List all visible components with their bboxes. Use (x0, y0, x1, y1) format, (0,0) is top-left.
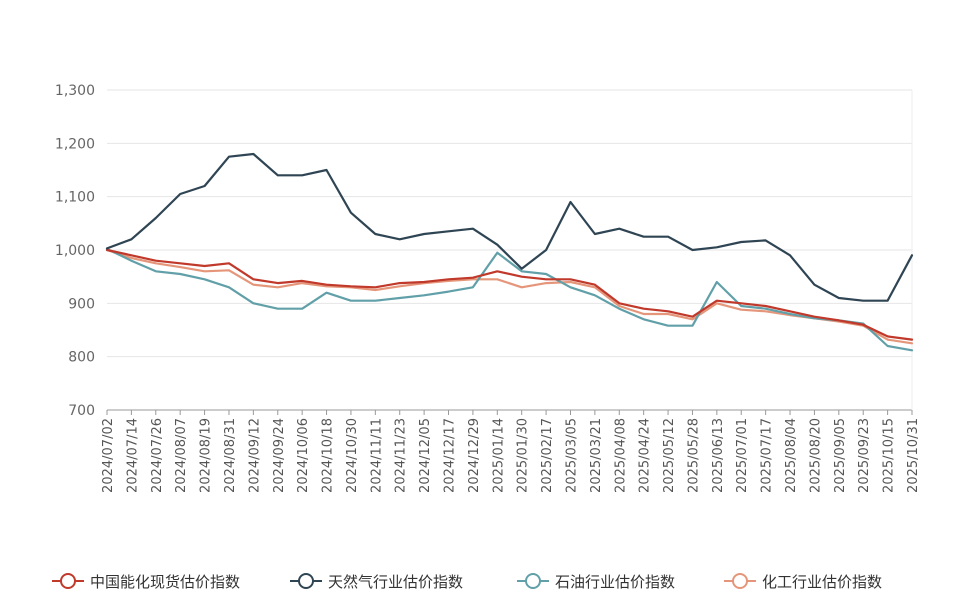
x-tick-label: 2025/08/04 (784, 418, 799, 493)
series-line-0 (105, 248, 914, 341)
x-tick-label: 2024/08/31 (223, 418, 238, 493)
x-tick-label: 2025/03/05 (564, 418, 579, 493)
x-tick-label: 2025/01/30 (516, 418, 531, 493)
y-tick-label: 1,300 (55, 83, 95, 99)
x-tick-label: 2024/11/23 (394, 418, 409, 493)
x-tick-label: 2024/10/06 (296, 418, 311, 493)
x-tick-label: 2025/10/31 (906, 418, 921, 493)
series-line-3 (105, 248, 914, 345)
y-tick-label: 900 (68, 296, 95, 312)
legend-marker-icon (60, 573, 76, 589)
legend-label: 化工行业估价指数 (762, 573, 882, 591)
x-tick-label: 2025/03/21 (589, 418, 604, 493)
x-tick-label: 2024/07/26 (150, 418, 165, 493)
x-tick-label: 2025/09/23 (857, 418, 872, 493)
series-lines (105, 152, 914, 352)
legend-label: 中国能化现货估价指数 (90, 573, 240, 591)
axes: 700 800 900 1,000 1,100 1,200 1,300 2024/07/02 2… (55, 83, 921, 493)
y-tick-label: 700 (68, 403, 95, 419)
x-tick-label: 2024/12/29 (467, 418, 482, 493)
legend-item-1[interactable]: 天然气行业估价指数 (290, 573, 463, 591)
legend-label: 石油行业估价指数 (555, 573, 675, 591)
x-tick-label: 2024/07/02 (101, 418, 116, 493)
series-line-2 (105, 247, 914, 352)
x-tick-label: 2025/01/14 (491, 418, 506, 493)
x-tick-label: 2024/09/12 (247, 418, 262, 493)
x-tick-label: 2025/06/13 (711, 418, 726, 493)
y-tick-label: 1,200 (55, 136, 95, 152)
x-tick-label: 2024/12/17 (443, 418, 458, 493)
x-tick-label: 2025/02/17 (540, 418, 555, 493)
legend-item-2[interactable]: 石油行业估价指数 (517, 573, 675, 591)
legend[interactable]: 中国能化现货估价指数 天然气行业估价指数 石油行业估价指数 化工行业估价指数 (52, 573, 882, 591)
legend-marker-icon (525, 573, 541, 589)
x-tick-label: 2024/12/05 (418, 418, 433, 493)
x-tick-label: 2025/08/20 (808, 418, 823, 493)
legend-item-0[interactable]: 中国能化现货估价指数 (52, 573, 240, 591)
x-tick-label: 2025/05/12 (662, 418, 677, 493)
y-tick-label: 1,000 (55, 243, 95, 259)
x-tick-label: 2025/04/24 (638, 418, 653, 493)
legend-label: 天然气行业估价指数 (328, 573, 463, 591)
series-line-1 (105, 152, 914, 302)
x-tick-label: 2024/10/30 (345, 418, 360, 493)
legend-marker-icon (732, 573, 748, 589)
legend-marker-icon (298, 573, 314, 589)
x-tick-label: 2025/04/08 (613, 418, 628, 493)
x-tick-label: 2025/09/05 (833, 418, 848, 493)
grid-lines (107, 89, 913, 411)
x-tick-label: 2024/08/07 (174, 418, 189, 493)
x-tick-label: 2025/07/01 (735, 418, 750, 493)
x-tick-label: 2025/07/17 (760, 418, 775, 493)
y-tick-label: 1,100 (55, 190, 95, 206)
x-tick-label: 2025/10/15 (882, 418, 897, 493)
y-tick-label: 800 (68, 350, 95, 366)
x-tick-label: 2024/09/24 (272, 418, 287, 493)
x-tick-label: 2024/08/19 (199, 418, 214, 493)
x-tick-label: 2025/05/28 (686, 418, 701, 493)
x-tick-label: 2024/07/14 (125, 418, 140, 493)
x-tick-label: 2024/11/11 (369, 418, 384, 493)
x-tick-label: 2024/10/18 (321, 418, 336, 493)
legend-item-3[interactable]: 化工行业估价指数 (724, 573, 882, 591)
